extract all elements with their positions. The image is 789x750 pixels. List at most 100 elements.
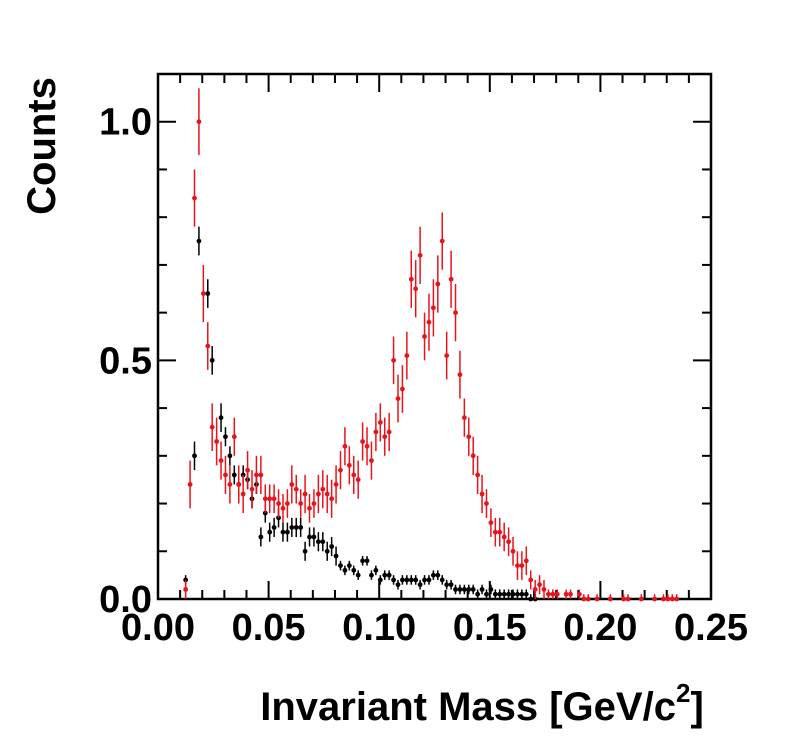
black-data-point	[523, 591, 529, 597]
black-data-point	[298, 525, 304, 530]
black-data-point	[364, 558, 370, 564]
black-data-point	[444, 582, 450, 588]
red-data-point	[307, 505, 312, 511]
y-axis-title: Counts	[20, 77, 64, 215]
black-data-point	[528, 596, 534, 602]
black-data-point	[386, 572, 392, 578]
red-data-point	[426, 319, 432, 325]
black-data-point	[413, 577, 419, 583]
x-axis-title-close: ]	[690, 685, 703, 729]
red-data-point	[492, 529, 498, 535]
black-data-point	[488, 587, 494, 592]
red-data-point	[417, 252, 423, 258]
black-data-point	[258, 534, 264, 540]
red-data-point	[479, 491, 485, 497]
red-data-point	[187, 482, 193, 487]
red-data-point	[364, 443, 370, 449]
red-data-point	[470, 453, 476, 459]
red-data-point	[231, 434, 237, 440]
red-data-point	[236, 482, 242, 487]
red-data-point	[258, 472, 264, 478]
red-data-point	[466, 434, 472, 440]
red-data-point	[183, 587, 189, 592]
red-data-point	[488, 520, 494, 526]
red-data-point	[594, 596, 600, 602]
red-data-point	[346, 462, 352, 468]
red-data-point	[209, 424, 215, 430]
red-data-point	[453, 310, 458, 316]
red-data-point	[506, 539, 512, 545]
red-data-point	[302, 491, 308, 497]
red-data-point	[448, 276, 454, 282]
black-data-point	[192, 453, 197, 459]
black-data-point	[311, 534, 317, 540]
black-data-point	[355, 572, 361, 578]
black-data-point	[324, 548, 330, 554]
red-data-point	[625, 596, 631, 602]
black-data-point	[519, 591, 525, 597]
red-data-point	[386, 429, 392, 435]
black-data-point	[497, 591, 503, 597]
black-data-point	[329, 544, 335, 549]
red-data-point	[205, 343, 211, 349]
black-data-point	[439, 577, 445, 583]
red-data-point	[395, 396, 401, 401]
black-data-point	[391, 577, 396, 583]
black-data-point	[461, 587, 467, 592]
red-data-point	[360, 439, 366, 444]
black-data-point	[430, 572, 436, 578]
black-data-point	[218, 415, 224, 421]
black-data-point	[271, 525, 277, 530]
black-data-point	[223, 434, 228, 440]
red-data-point	[669, 596, 675, 602]
red-data-point	[554, 591, 560, 597]
red-data-point	[638, 596, 644, 602]
x-tick-label: 0.10	[342, 607, 416, 649]
black-data-point	[267, 529, 273, 535]
black-data-point	[320, 539, 326, 545]
black-data-point	[183, 577, 189, 583]
black-data-point	[479, 587, 485, 592]
red-data-point	[338, 467, 343, 473]
red-data-point	[271, 496, 277, 502]
black-data-point	[342, 567, 348, 573]
x-tick-label: 0.15	[453, 607, 527, 649]
red-data-point	[568, 591, 573, 597]
black-data-point	[484, 591, 489, 597]
black-data-point	[293, 525, 299, 530]
black-data-point	[408, 577, 414, 583]
x-tick-label: 0.20	[563, 607, 637, 649]
black-data-point	[209, 357, 215, 363]
red-data-point	[413, 286, 419, 292]
x-axis-title-superscript: 2	[676, 678, 690, 708]
black-data-point	[280, 529, 286, 535]
red-data-point	[377, 420, 383, 425]
black-data-point	[453, 587, 458, 592]
red-data-point	[501, 534, 507, 540]
red-data-point	[674, 596, 680, 602]
black-data-point	[307, 534, 312, 540]
red-data-point	[528, 577, 534, 583]
red-data-point	[351, 472, 357, 478]
x-axis-title: Invariant Mass [GeV/c2]	[260, 678, 704, 729]
red-data-point	[439, 238, 445, 244]
red-data-point	[320, 486, 326, 492]
red-data-point	[444, 353, 450, 358]
y-tick-label: 0.5	[99, 340, 152, 382]
black-data-point	[285, 529, 290, 535]
plot-frame	[156, 72, 713, 601]
y-tick-label: 0.0	[99, 579, 152, 621]
black-data-point	[448, 582, 454, 588]
black-data-point	[422, 577, 427, 583]
red-data-point	[200, 291, 206, 296]
red-data-point	[373, 429, 379, 435]
red-data-point	[192, 195, 197, 201]
red-data-point	[510, 548, 516, 554]
red-data-point	[223, 472, 228, 478]
red-data-point	[404, 353, 410, 358]
series-red	[183, 88, 680, 602]
red-data-point	[585, 596, 591, 602]
black-data-point	[333, 553, 339, 559]
red-data-point	[285, 501, 290, 506]
